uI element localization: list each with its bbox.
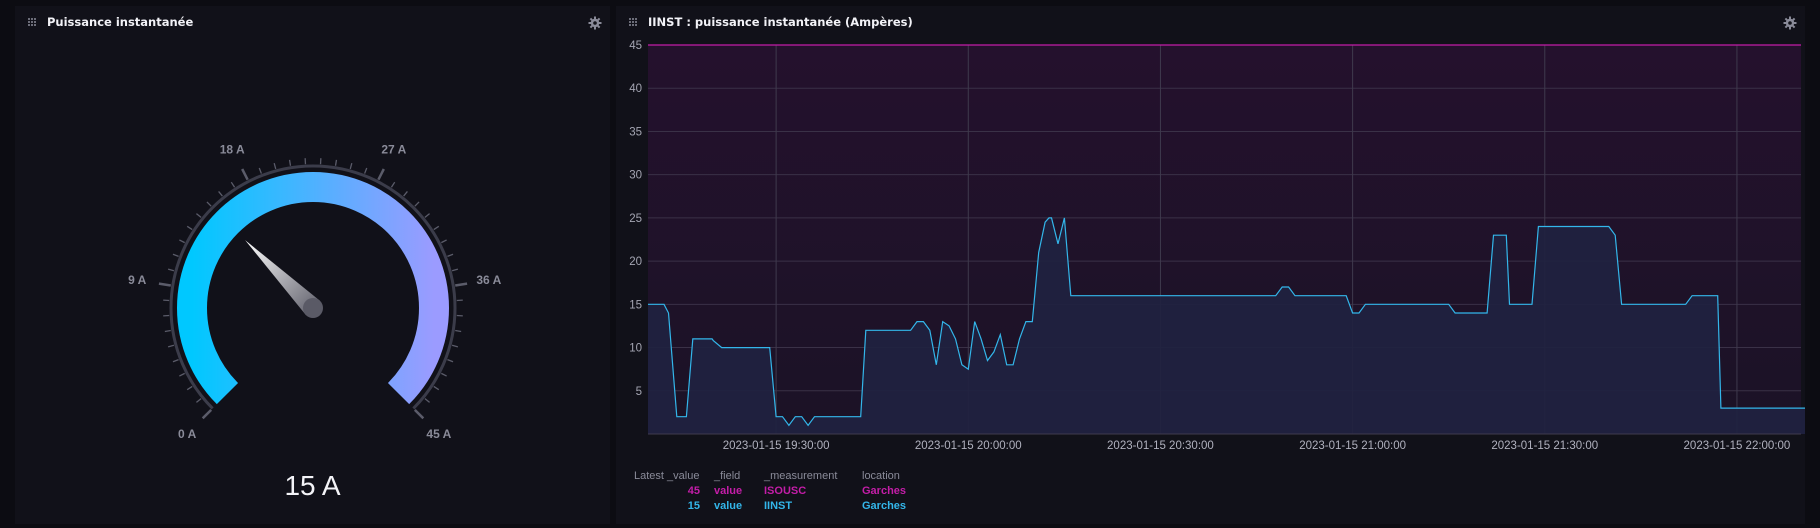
gauge-minor-tick <box>187 386 192 389</box>
gauge-minor-tick <box>425 399 430 403</box>
y-tick-label: 40 <box>629 83 642 95</box>
x-tick-label: 2023-01-15 21:00:00 <box>1299 440 1406 452</box>
gauge-minor-tick <box>187 226 192 229</box>
gauge-minor-tick <box>452 269 458 271</box>
x-tick-label: 2023-01-15 19:30:00 <box>723 440 830 452</box>
gauge-minor-tick <box>447 360 453 362</box>
gauge-minor-tick <box>173 360 179 362</box>
legend-measurement: IINST <box>764 500 862 512</box>
gauge-minor-tick <box>434 226 439 229</box>
gauge-minor-tick <box>434 386 439 389</box>
gauge-tick-label: 18 A <box>220 142 245 156</box>
gauge-major-tick <box>378 169 383 180</box>
gauge-tick-label: 45 A <box>426 427 451 441</box>
y-tick-label: 25 <box>629 213 642 225</box>
gauge-minor-tick <box>179 240 184 243</box>
gauge-minor-tick <box>452 345 458 347</box>
gauge-minor-tick <box>168 269 174 271</box>
gauge-major-tick <box>415 410 423 418</box>
gauge-minor-tick <box>196 214 201 218</box>
legend-value: 15 <box>634 500 714 512</box>
chart-legend: Latest _value _field _measurement locati… <box>634 468 942 513</box>
legend-row-iinst[interactable]: 15 value IINST Garches <box>634 498 942 513</box>
gauge-minor-tick <box>274 163 276 169</box>
gauge-minor-tick <box>404 191 408 196</box>
legend-header-location: location <box>862 470 942 482</box>
gauge-major-tick <box>159 284 171 286</box>
gauge-minor-tick <box>168 345 174 347</box>
legend-header-measurement: _measurement <box>764 470 862 482</box>
gauge-tick-label: 36 A <box>476 273 501 287</box>
x-tick-label: 2023-01-15 20:30:00 <box>1107 440 1214 452</box>
legend-header-row: Latest _value _field _measurement locati… <box>634 468 942 483</box>
gauge-minor-tick <box>425 214 430 218</box>
gauge-minor-tick <box>290 160 291 166</box>
gauge-major-tick <box>455 284 467 286</box>
y-tick-label: 45 <box>629 40 642 52</box>
line-chart[interactable]: 5 10 15 20 25 30 35 40 45 2023-01-15 19:30:00 2023… <box>616 6 1805 456</box>
gauge-minor-tick <box>336 160 337 166</box>
gauge-value-label: 15 A <box>15 470 610 502</box>
x-tick-label: 2023-01-15 22:00:00 <box>1684 440 1791 452</box>
y-tick-label: 35 <box>629 126 642 138</box>
y-tick-label: 10 <box>629 343 642 355</box>
y-tick-label: 20 <box>629 256 642 268</box>
y-tick-label: 30 <box>629 170 642 182</box>
gauge-minor-tick <box>415 202 419 206</box>
gauge-dial: 0 A 9 A 18 A 27 A 36 A 45 A <box>15 6 610 524</box>
gauge-minor-tick <box>179 373 184 376</box>
gauge-minor-tick <box>219 191 223 196</box>
gauge-tick-label: 0 A <box>178 427 197 441</box>
legend-value: 45 <box>634 485 714 497</box>
gauge-tick-label: 27 A <box>381 142 406 156</box>
legend-header-value: Latest _value <box>634 470 714 482</box>
y-tick-label: 5 <box>636 386 642 398</box>
gauge-minor-tick <box>165 331 171 332</box>
legend-row-isousc[interactable]: 45 value ISOUSC Garches <box>634 483 942 498</box>
legend-location: Garches <box>862 500 942 512</box>
gauge-minor-tick <box>447 254 453 256</box>
gauge: 0 A 9 A 18 A 27 A 36 A 45 A <box>15 6 610 524</box>
gauge-minor-tick <box>259 168 261 174</box>
gauge-major-tick <box>203 410 211 418</box>
gauge-minor-tick <box>441 240 446 243</box>
x-tick-label: 2023-01-15 20:00:00 <box>915 440 1022 452</box>
legend-field: value <box>714 500 764 512</box>
gauge-band <box>192 187 434 394</box>
legend-location: Garches <box>862 485 942 497</box>
gauge-minor-tick <box>455 331 461 332</box>
gauge-minor-tick <box>365 168 367 174</box>
gauge-needle-hub <box>303 298 323 318</box>
y-tick-label: 15 <box>629 299 642 311</box>
gauge-tick-label: 9 A <box>128 273 147 287</box>
legend-measurement: ISOUSC <box>764 485 862 497</box>
legend-field: value <box>714 485 764 497</box>
gauge-minor-tick <box>350 163 352 169</box>
gauge-minor-tick <box>196 399 201 403</box>
gauge-minor-tick <box>231 182 234 187</box>
chart-panel: IINST : puissance instantanée (Ampères) … <box>616 6 1805 524</box>
gauge-minor-tick <box>173 254 179 256</box>
gauge-major-tick <box>242 169 247 180</box>
gauge-minor-tick <box>441 373 446 376</box>
gauge-minor-tick <box>207 202 211 206</box>
gauge-minor-tick <box>391 182 394 187</box>
x-tick-label: 2023-01-15 21:30:00 <box>1491 440 1598 452</box>
legend-header-field: _field <box>714 470 764 482</box>
